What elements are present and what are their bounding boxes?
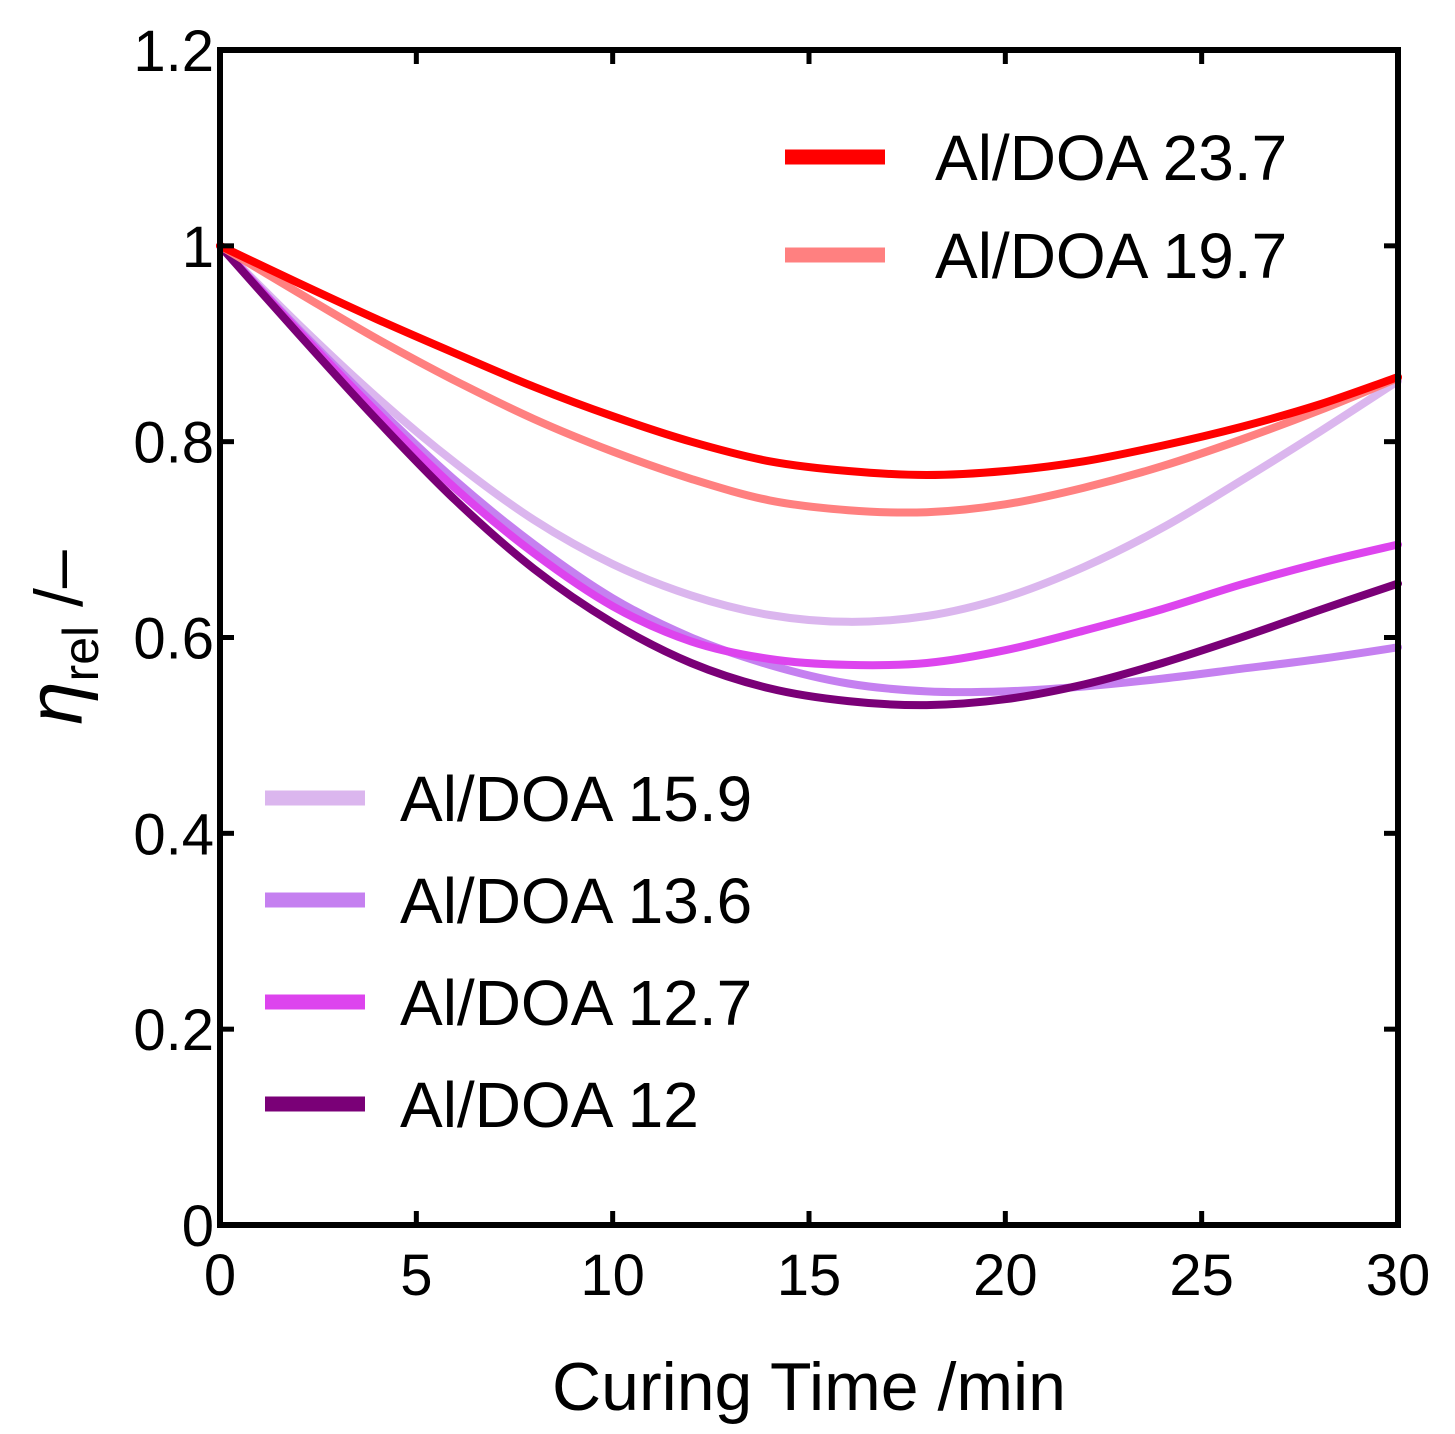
legend-label: Al/DOA 19.7 xyxy=(935,220,1287,292)
legends: Al/DOA 23.7 Al/DOA 19.7 Al/DOA 15.9 Al/DOA … xyxy=(265,122,1287,1141)
axis-tick-labels: 0 5 10 15 20 25 30 0 0.2 0.4 0.6 0.8 1 1.2 xyxy=(133,19,1430,1308)
y-axis-symbol: η xyxy=(11,681,99,724)
series-line-al-doa-12-7 xyxy=(216,241,1402,670)
legend-entry: Al/DOA 12 xyxy=(265,1069,699,1141)
axis-ticks xyxy=(217,47,1401,1228)
series-lines xyxy=(216,241,1402,710)
y-axis-title: ηrel /– xyxy=(11,550,109,725)
x-tick-label: 15 xyxy=(777,1243,842,1308)
x-tick-label: 20 xyxy=(973,1243,1038,1308)
y-tick-label: 1 xyxy=(182,215,214,280)
y-axis-title-text: ηrel /– xyxy=(11,550,109,725)
x-tick-label: 5 xyxy=(400,1243,432,1308)
y-tick-label: 1.2 xyxy=(133,19,214,84)
x-axis-title: Curing Time /min xyxy=(552,1349,1066,1425)
legend-label: Al/DOA 12.7 xyxy=(400,967,752,1039)
legend-label: Al/DOA 15.9 xyxy=(400,763,752,835)
x-tick-label: 10 xyxy=(580,1243,645,1308)
series-line-al-doa-23-7 xyxy=(216,241,1402,479)
legend-entry: Al/DOA 12.7 xyxy=(265,967,752,1039)
y-tick-label: 0 xyxy=(182,1194,214,1259)
series-line-al-doa-12 xyxy=(216,241,1402,710)
legend-entry: Al/DOA 23.7 xyxy=(785,122,1287,194)
y-axis-unit: /– xyxy=(21,550,97,626)
y-axis-subscript: rel xyxy=(53,626,109,682)
legend-entry: Al/DOA 15.9 xyxy=(265,763,752,835)
y-tick-label: 0.6 xyxy=(133,607,214,672)
legend-entry: Al/DOA 13.6 xyxy=(265,865,752,937)
series-line-al-doa-15-9 xyxy=(216,241,1402,626)
x-tick-label: 30 xyxy=(1366,1243,1431,1308)
legend-entry: Al/DOA 19.7 xyxy=(785,220,1287,292)
y-tick-label: 0.2 xyxy=(133,998,214,1063)
y-tick-label: 0.8 xyxy=(133,411,214,476)
x-tick-label: 25 xyxy=(1169,1243,1234,1308)
legend-label: Al/DOA 12 xyxy=(400,1069,699,1141)
legend-label: Al/DOA 23.7 xyxy=(935,122,1287,194)
y-tick-label: 0.4 xyxy=(133,802,214,867)
series-line-al-doa-19-7 xyxy=(216,241,1402,517)
x-tick-label: 0 xyxy=(204,1243,236,1308)
legend-label: Al/DOA 13.6 xyxy=(400,865,752,937)
